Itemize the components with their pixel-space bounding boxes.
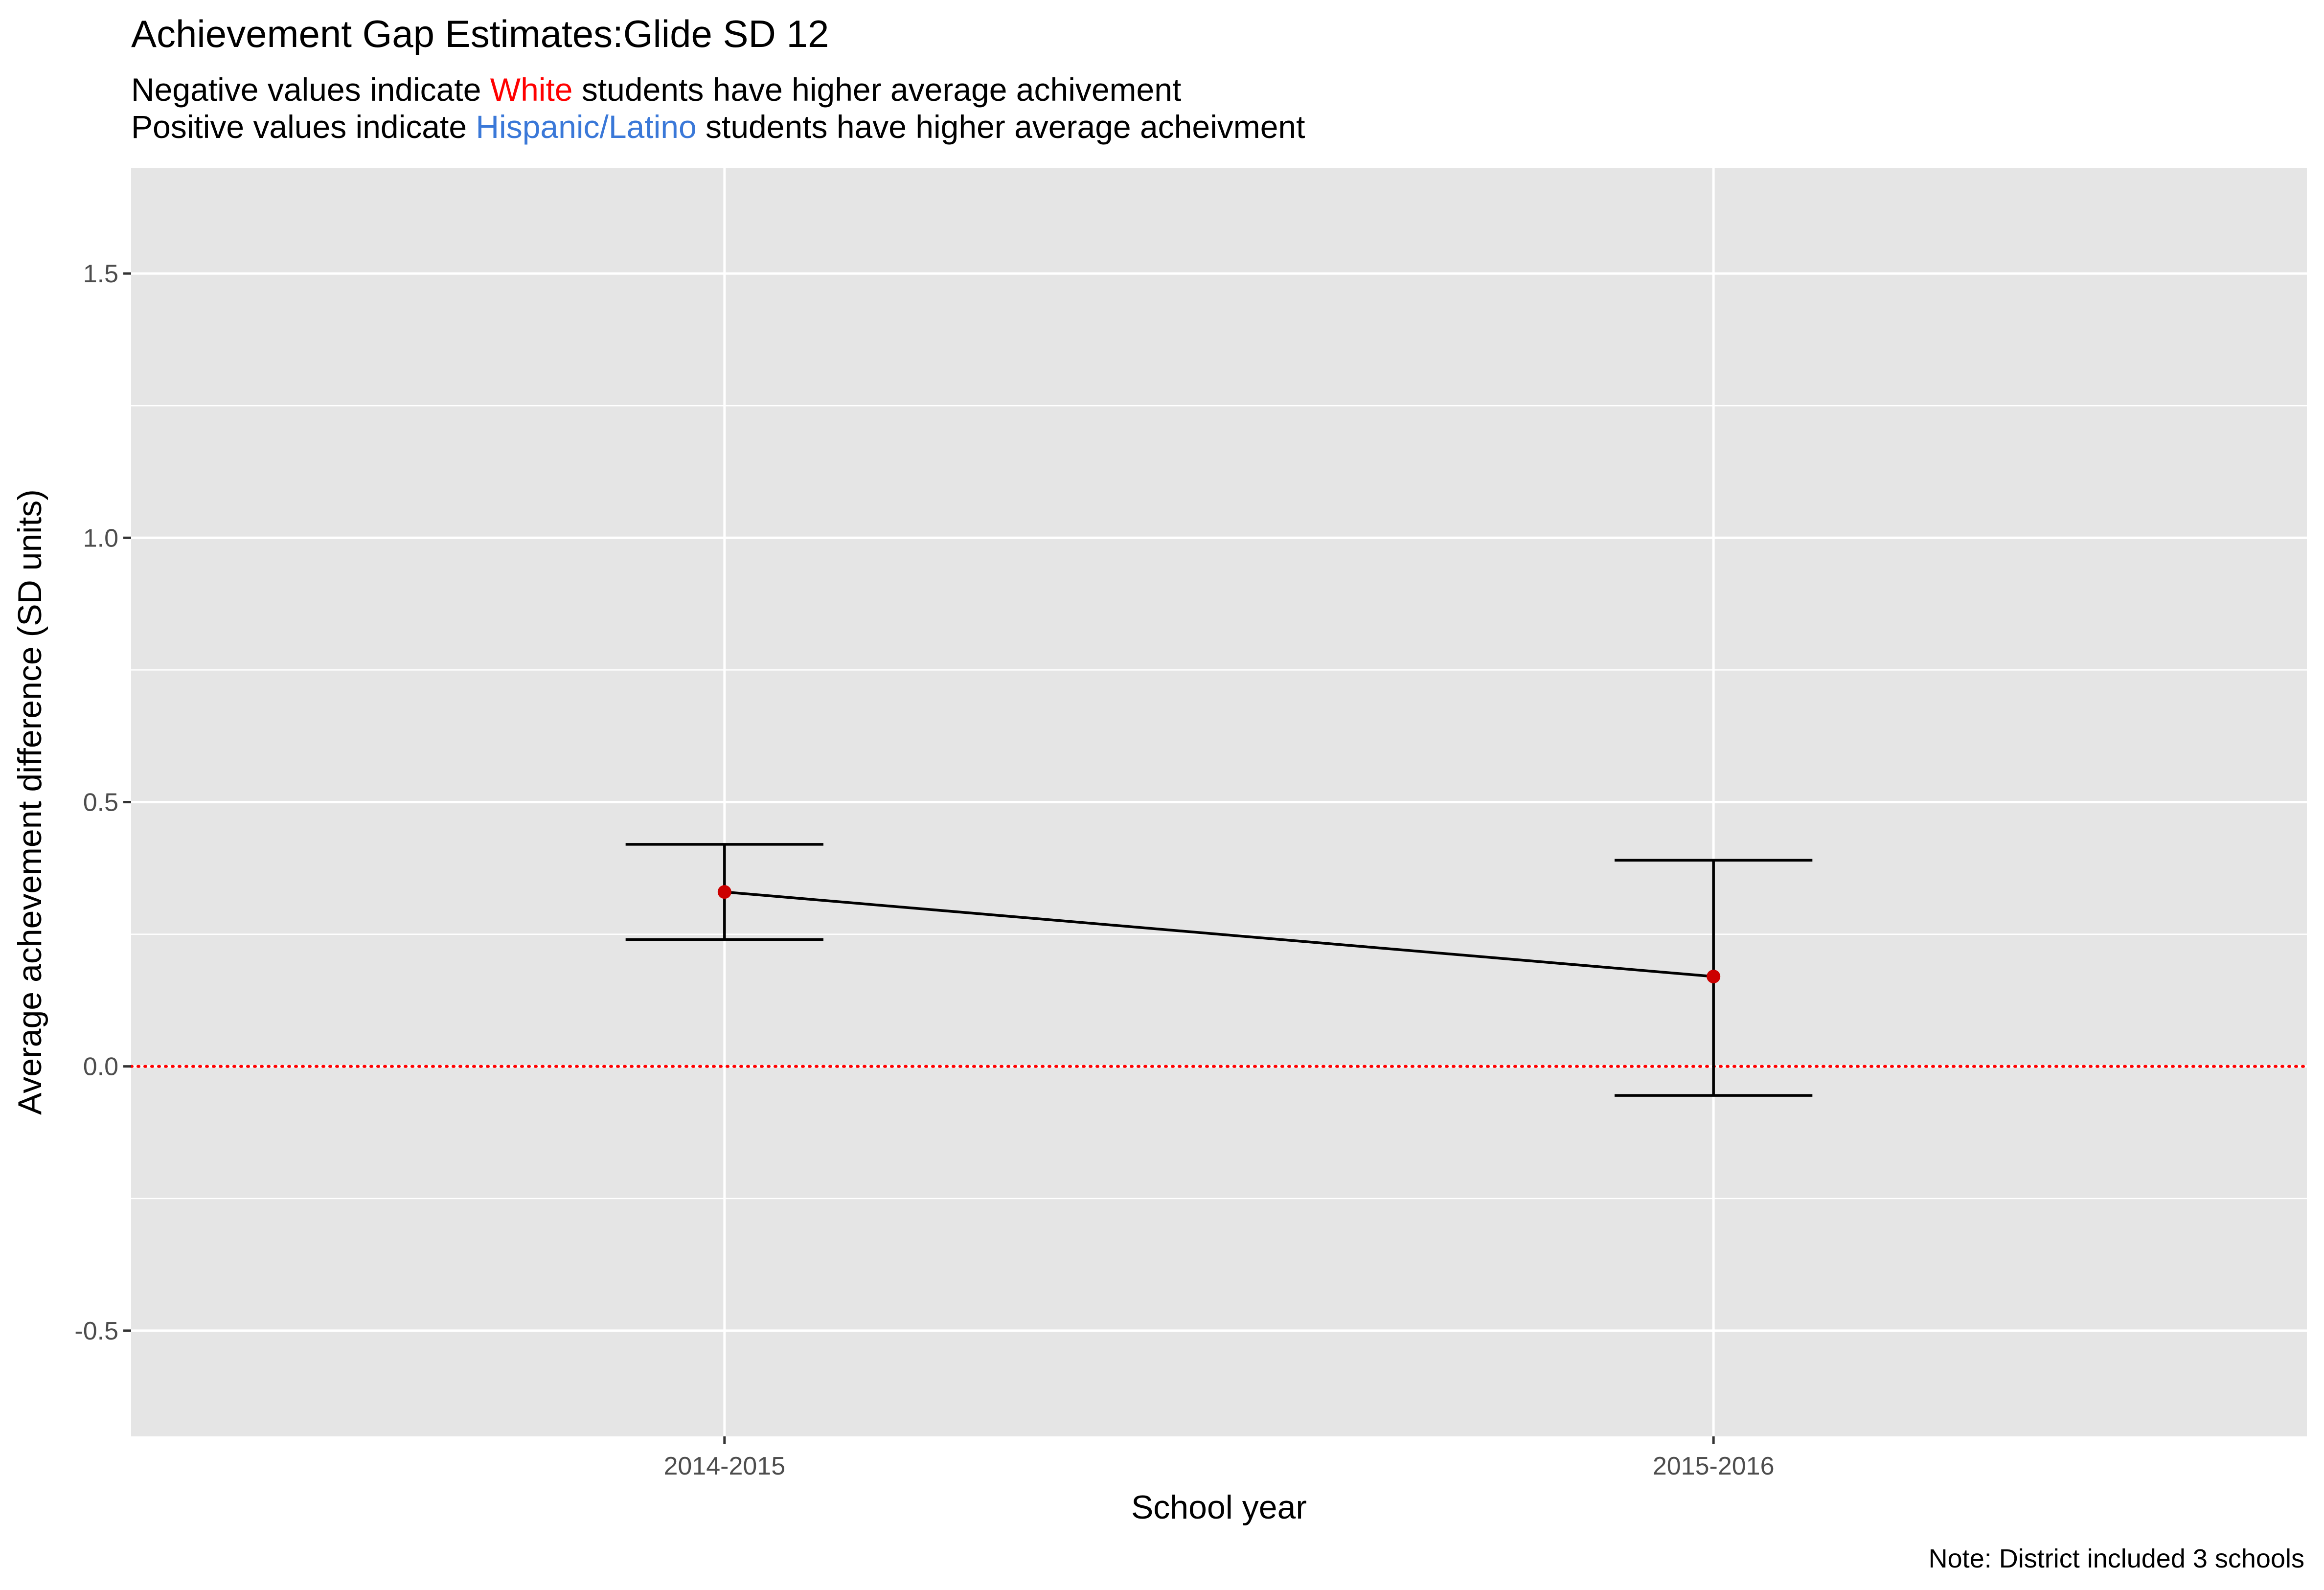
chart-title: Achievement Gap Estimates:Glide SD 12 — [131, 12, 829, 55]
y-tick-label: -0.5 — [74, 1317, 118, 1345]
subtitle-2-highlight: Hispanic/Latino — [476, 109, 696, 145]
y-tick-label: 0.5 — [83, 789, 118, 817]
subtitle-1-highlight: White — [490, 71, 573, 108]
subtitle-2-after: students have higher average acheivment — [697, 109, 1305, 145]
x-axis-title: School year — [1131, 1489, 1307, 1526]
data-point-2015-2016 — [1707, 970, 1721, 984]
y-tick-label: 0.0 — [83, 1053, 118, 1081]
chart-caption: Note: District included 3 schools — [1929, 1544, 2304, 1573]
y-tick-label: 1.0 — [83, 524, 118, 552]
axes: -0.5 0.0 0.5 1.0 1.5 2014-2015 2015-2016 — [74, 260, 1774, 1480]
data-point-2014-2015 — [717, 885, 731, 899]
chart-subtitle-line-1: Negative values indicate White students … — [131, 71, 1181, 108]
chart-subtitle-line-2: Positive values indicate Hispanic/Latino… — [131, 109, 1305, 145]
y-tick-label: 1.5 — [83, 260, 118, 288]
series-line-layer — [724, 890, 1714, 978]
x-tick-label: 2014-2015 — [663, 1452, 785, 1480]
data-points — [717, 885, 1721, 984]
x-tick-label: 2015-2016 — [1653, 1452, 1775, 1480]
series-line — [724, 890, 1714, 978]
subtitle-2-before: Positive values indicate — [131, 109, 476, 145]
grid-minor — [131, 405, 2307, 1200]
y-axis-title: Average achevement difference (SD units) — [11, 489, 48, 1115]
subtitle-1-after: students have higher average achivement — [573, 71, 1182, 108]
subtitle-1-before: Negative values indicate — [131, 71, 490, 108]
